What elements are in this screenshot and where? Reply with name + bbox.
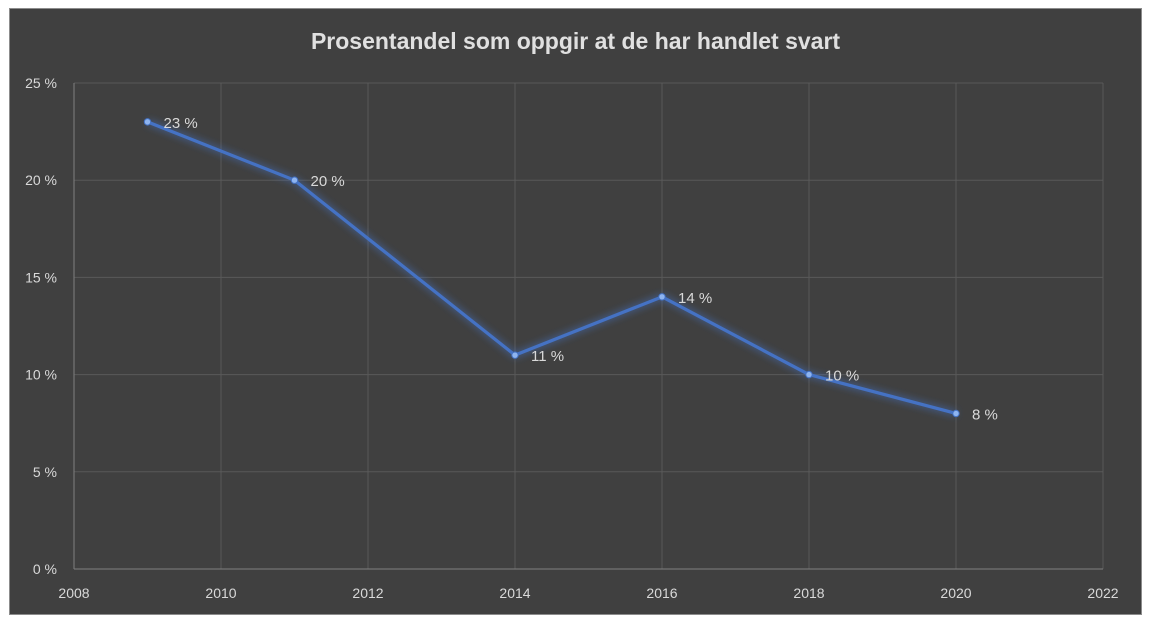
y-tick-label: 25 %	[25, 75, 57, 91]
data-label: 10 %	[825, 368, 859, 385]
data-point	[952, 409, 960, 418]
y-tick-label: 15 %	[25, 269, 57, 285]
chart-area	[9, 8, 1142, 615]
x-tick-label: 2008	[58, 585, 89, 601]
x-tick-label: 2020	[940, 585, 971, 601]
data-label: 14 %	[678, 290, 712, 307]
series-line	[146, 120, 957, 416]
data-point	[143, 118, 152, 126]
y-tick-label: 5 %	[33, 464, 57, 480]
data-label: 20 %	[311, 173, 345, 190]
y-tick-label: 0 %	[33, 561, 57, 577]
data-label: 23 %	[164, 115, 198, 132]
chart-title: Prosentandel som oppgir at de har handle…	[310, 28, 841, 54]
y-tick-label: 20 %	[25, 172, 57, 188]
x-tick-label: 2018	[793, 585, 824, 601]
data-point	[658, 293, 666, 301]
x-tick-label: 2016	[646, 585, 677, 601]
data-label: 11 %	[531, 348, 564, 365]
x-tick-label: 2014	[499, 585, 530, 601]
x-tick-label: 2022	[1087, 585, 1118, 601]
x-tick-label: 2010	[205, 585, 236, 601]
y-tick-label: 10 %	[25, 367, 57, 383]
data-point	[290, 176, 299, 184]
data-point	[511, 351, 519, 359]
data-point	[805, 370, 813, 379]
data-label: 8 %	[972, 406, 998, 423]
x-tick-label: 2012	[352, 585, 383, 601]
